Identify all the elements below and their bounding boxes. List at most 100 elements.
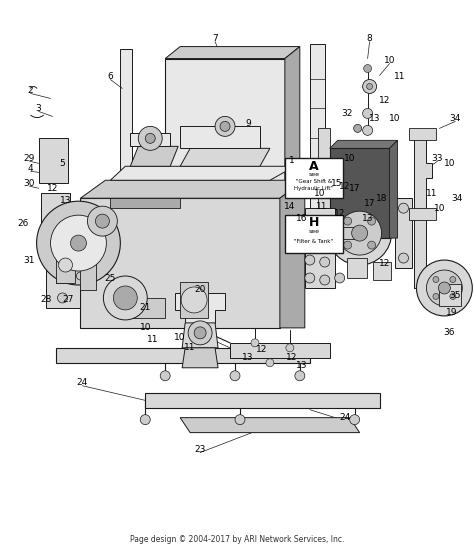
Polygon shape xyxy=(230,343,330,358)
Text: Page design © 2004-2017 by ARI Network Services, Inc.: Page design © 2004-2017 by ARI Network S… xyxy=(130,535,344,544)
Text: see: see xyxy=(308,229,319,234)
Text: H: H xyxy=(309,215,319,229)
Text: 21: 21 xyxy=(139,304,151,312)
Text: 12: 12 xyxy=(334,209,346,218)
Text: 13: 13 xyxy=(369,114,380,123)
Circle shape xyxy=(363,126,373,136)
Polygon shape xyxy=(330,148,390,238)
Circle shape xyxy=(215,117,235,136)
Circle shape xyxy=(300,213,340,253)
Polygon shape xyxy=(310,44,325,218)
Polygon shape xyxy=(120,49,132,218)
Circle shape xyxy=(71,235,86,251)
Circle shape xyxy=(160,371,170,381)
Text: 27: 27 xyxy=(63,295,74,305)
Text: 8: 8 xyxy=(367,34,373,43)
Text: 12: 12 xyxy=(47,184,58,193)
Text: 9: 9 xyxy=(245,119,251,128)
Circle shape xyxy=(363,108,373,118)
Text: 23: 23 xyxy=(194,445,206,454)
Text: 20: 20 xyxy=(194,286,206,295)
Circle shape xyxy=(433,294,439,300)
Text: 2: 2 xyxy=(28,86,34,95)
Text: 10: 10 xyxy=(444,159,455,168)
Text: 16: 16 xyxy=(296,214,308,223)
Text: 10: 10 xyxy=(389,114,400,123)
Text: 29: 29 xyxy=(23,154,34,163)
Circle shape xyxy=(58,258,73,272)
Text: 10: 10 xyxy=(314,189,326,198)
Bar xyxy=(125,298,165,318)
Text: 12: 12 xyxy=(286,353,298,362)
Polygon shape xyxy=(157,198,293,213)
Polygon shape xyxy=(38,138,69,183)
Bar xyxy=(55,248,75,283)
Polygon shape xyxy=(165,59,285,188)
Polygon shape xyxy=(414,138,432,288)
Polygon shape xyxy=(81,198,280,328)
Text: 24: 24 xyxy=(77,378,88,387)
Circle shape xyxy=(433,277,439,282)
Circle shape xyxy=(450,277,456,282)
Text: 30: 30 xyxy=(23,179,34,187)
Circle shape xyxy=(305,273,315,283)
Bar xyxy=(335,227,356,239)
Circle shape xyxy=(286,344,294,352)
Text: 10: 10 xyxy=(344,154,356,163)
Circle shape xyxy=(220,122,230,131)
Text: "Gear Shift &: "Gear Shift & xyxy=(296,179,332,184)
Circle shape xyxy=(366,84,373,89)
Circle shape xyxy=(427,270,462,306)
Circle shape xyxy=(113,286,137,310)
Text: see: see xyxy=(308,172,319,177)
Polygon shape xyxy=(182,348,218,368)
Text: 1: 1 xyxy=(289,156,295,165)
Text: 36: 36 xyxy=(444,328,455,338)
Circle shape xyxy=(438,282,450,294)
Text: 14: 14 xyxy=(284,201,295,211)
Polygon shape xyxy=(55,243,91,283)
Text: 12: 12 xyxy=(379,96,390,105)
Text: 6: 6 xyxy=(108,72,113,81)
Circle shape xyxy=(194,327,206,339)
Bar xyxy=(439,284,461,306)
Circle shape xyxy=(350,415,360,425)
Text: 31: 31 xyxy=(23,256,34,264)
Text: 32: 32 xyxy=(341,109,352,118)
Text: 7: 7 xyxy=(212,34,218,43)
Text: 25: 25 xyxy=(105,273,116,282)
Circle shape xyxy=(62,246,70,254)
Circle shape xyxy=(95,214,109,228)
Text: 12: 12 xyxy=(339,182,350,191)
Polygon shape xyxy=(390,141,398,238)
Circle shape xyxy=(76,246,84,254)
Polygon shape xyxy=(410,208,437,220)
Polygon shape xyxy=(145,213,355,248)
Text: 11: 11 xyxy=(316,201,328,211)
Circle shape xyxy=(399,203,409,213)
Circle shape xyxy=(251,339,259,347)
Polygon shape xyxy=(180,126,260,148)
Polygon shape xyxy=(46,258,81,308)
Text: 12: 12 xyxy=(379,258,390,267)
Polygon shape xyxy=(81,180,305,198)
Circle shape xyxy=(450,294,456,300)
Bar xyxy=(373,262,391,280)
Polygon shape xyxy=(182,323,218,348)
Circle shape xyxy=(36,201,120,285)
Circle shape xyxy=(181,287,207,313)
Circle shape xyxy=(320,257,330,267)
Text: 10: 10 xyxy=(434,204,445,213)
Bar xyxy=(346,258,366,278)
Text: 17: 17 xyxy=(364,199,375,208)
Text: A: A xyxy=(309,160,319,173)
Circle shape xyxy=(320,275,330,285)
Text: 13: 13 xyxy=(242,353,254,362)
Polygon shape xyxy=(110,166,295,180)
Text: 34: 34 xyxy=(450,114,461,123)
Circle shape xyxy=(399,253,409,263)
Circle shape xyxy=(62,272,70,280)
Circle shape xyxy=(417,260,472,316)
Text: 13: 13 xyxy=(296,361,308,371)
Text: 13: 13 xyxy=(60,196,71,205)
